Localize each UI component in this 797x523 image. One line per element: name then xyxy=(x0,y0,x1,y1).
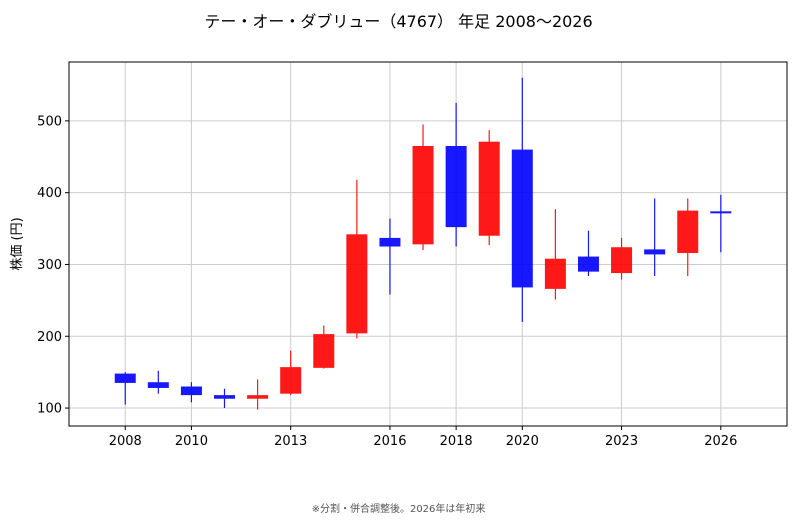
candle-2016 xyxy=(379,218,401,295)
candle-body xyxy=(313,334,335,368)
plot-frame xyxy=(68,61,788,427)
x-tick-label: 2020 xyxy=(506,434,539,449)
candle-2024 xyxy=(644,198,666,276)
candle-2025 xyxy=(677,198,699,276)
candle-body xyxy=(214,395,236,399)
candle-2013 xyxy=(280,350,302,396)
candle-2021 xyxy=(544,209,566,300)
candle-body xyxy=(147,382,169,388)
candle-body xyxy=(544,258,566,289)
y-tick-label: 400 xyxy=(37,186,62,201)
footnote: ※分割・併合調整後。2026年は年初来 xyxy=(311,504,486,515)
candle-body xyxy=(511,149,533,288)
candle-body xyxy=(710,211,732,214)
candle-2009 xyxy=(147,370,169,394)
x-tick-label: 2016 xyxy=(373,434,406,449)
candle-2026 xyxy=(710,194,732,253)
candle-2022 xyxy=(577,230,599,276)
candle-2020 xyxy=(511,77,533,322)
candle-2010 xyxy=(180,382,202,403)
candle-body xyxy=(412,146,434,245)
candle-2019 xyxy=(478,130,500,246)
candle-body xyxy=(478,141,500,236)
y-tick-label: 500 xyxy=(37,114,62,129)
candle-body xyxy=(280,367,302,394)
y-tick-label: 100 xyxy=(37,402,62,417)
candle-body xyxy=(379,237,401,247)
candle-body xyxy=(114,373,136,383)
candle-body xyxy=(677,210,699,253)
axis-ticks: 2008 2010 2013 2016 2018 2020 2023 2026 100 200 30… xyxy=(37,114,737,449)
candle-body xyxy=(577,256,599,272)
candle-body xyxy=(180,386,202,396)
chart-title: テー・オー・ダブリュー（4767） 年足 2008〜2026 xyxy=(204,12,593,31)
x-tick-label: 2008 xyxy=(109,434,142,449)
candle-2018 xyxy=(445,102,467,247)
candle-2014 xyxy=(313,325,335,369)
x-tick-label: 2010 xyxy=(175,434,208,449)
candles xyxy=(114,77,732,410)
candle-2012 xyxy=(247,379,269,410)
candle-2017 xyxy=(412,124,434,251)
x-tick-label: 2026 xyxy=(704,434,737,449)
y-tick-label: 300 xyxy=(37,258,62,273)
candle-2011 xyxy=(214,388,236,409)
candle-body xyxy=(611,247,633,274)
x-tick-label: 2023 xyxy=(605,434,638,449)
candle-body xyxy=(247,395,269,399)
y-tick-label: 200 xyxy=(37,330,62,345)
x-tick-label: 2018 xyxy=(440,434,473,449)
x-tick-label: 2013 xyxy=(274,434,307,449)
candle-body xyxy=(346,234,368,334)
candle-body xyxy=(644,249,666,255)
candle-2015 xyxy=(346,179,368,339)
candle-body xyxy=(445,146,467,228)
candle-2023 xyxy=(611,237,633,280)
y-axis-label: 株価 (円) xyxy=(10,217,25,270)
candle-2008 xyxy=(114,372,136,405)
